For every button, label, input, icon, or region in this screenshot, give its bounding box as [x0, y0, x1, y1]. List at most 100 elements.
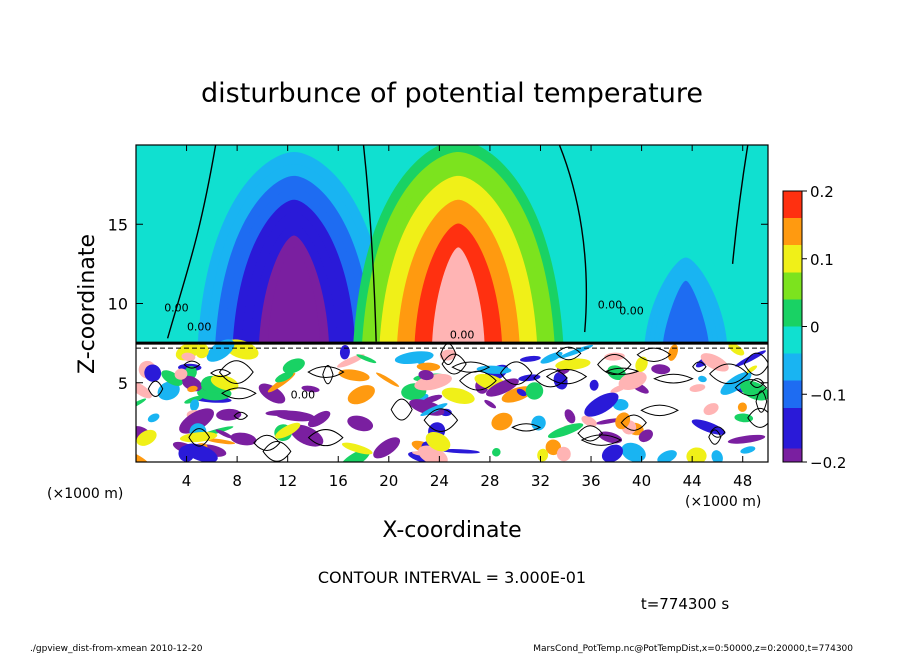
turbulent-contour: [545, 368, 588, 385]
turbulent-contour: [708, 429, 722, 445]
turbulent-contour: [747, 407, 768, 428]
turbulence-blob: [547, 423, 584, 439]
turbulence-blob: [338, 369, 370, 382]
turbulence-blob: [700, 353, 729, 372]
turbulence-blob: [501, 386, 533, 403]
turbulent-contour: [183, 360, 201, 369]
turbulent-contour: [709, 363, 749, 385]
turbulence-blob: [492, 448, 501, 457]
contour-label: 0.00: [164, 301, 189, 314]
colorbar-tick-label: −0.1: [810, 386, 846, 404]
turbulence-blob: [604, 352, 625, 361]
turbulence-blob: [686, 447, 707, 462]
zero-contour: [166, 145, 217, 339]
x-unit-right: (×1000 m): [685, 494, 761, 510]
zero-contour: [362, 145, 377, 342]
turbulence-blob: [356, 354, 377, 364]
turbulence-blob: [425, 431, 451, 452]
anomaly-band: [432, 247, 485, 344]
turbulence-blob: [491, 412, 513, 431]
anomaly-band: [672, 292, 700, 344]
turbulence-blob: [183, 443, 218, 462]
x-tick-label: 12: [278, 472, 297, 490]
turbulence-blob: [441, 448, 480, 454]
turbulence-blob: [610, 384, 627, 393]
colorbar-body: [782, 190, 803, 463]
turbulent-contour: [692, 361, 707, 373]
y-tick-label: 10: [108, 295, 128, 314]
turbulence-blob: [230, 432, 257, 446]
turbulence-blob: [689, 384, 706, 392]
colorbar-tick-label: 0.1: [810, 251, 834, 269]
contour-label: 0.00: [291, 389, 316, 402]
turbulence-blob: [519, 355, 541, 362]
x-tick-label: 8: [232, 472, 242, 490]
turbulence-blob: [275, 371, 294, 383]
turbulent-contour: [390, 398, 413, 421]
turbulence-blob: [161, 370, 183, 386]
turbulent-contour: [653, 373, 694, 384]
colorbar-tick-label: 0: [810, 319, 820, 337]
turbulence-blob: [275, 410, 316, 422]
turbulence-blob: [564, 409, 576, 424]
turbulence-blob: [174, 368, 188, 380]
turbulence-blob: [635, 356, 648, 372]
x-tick-label: 16: [329, 472, 348, 490]
turbulence-blob: [581, 415, 597, 427]
turbulence-blob: [703, 403, 719, 416]
turbulent-contour: [147, 380, 164, 397]
turbulence-blob: [340, 449, 371, 462]
colorbar-ticks: 0.2 0.1 0 −0.1 −0.2: [802, 183, 846, 472]
turbulence-blob: [439, 349, 457, 361]
turbulence-blob: [657, 450, 677, 462]
turbulence-blob: [307, 410, 331, 428]
turbulence-blob: [740, 446, 756, 454]
turbulence-blob: [735, 350, 766, 367]
turbulent-contour: [221, 387, 257, 400]
turbulence-blob: [136, 451, 151, 462]
zero-contour: [731, 145, 749, 264]
x-tick-label: 20: [379, 472, 398, 490]
x-tick-label: 36: [581, 472, 600, 490]
colorbar: 0.2 0.1 0 −0.1 −0.2: [782, 183, 846, 472]
turbulence-blob: [711, 450, 723, 462]
turbulence-blob: [556, 446, 571, 462]
turbulence-blob: [189, 399, 200, 411]
turbulence-blob: [584, 392, 619, 417]
turbulence-blob: [589, 379, 599, 391]
turbulence-blob: [545, 439, 562, 456]
turbulence-blob: [420, 403, 448, 417]
turbulence-blob: [612, 398, 629, 411]
chart-title: disturbunce of potential temperature: [201, 78, 703, 109]
turbulence-blob: [698, 375, 707, 383]
contour-label: 0.00: [187, 320, 212, 333]
turbulent-contour: [262, 441, 292, 462]
turbulence-blob: [601, 444, 623, 462]
y-tick-label: 5: [118, 374, 128, 393]
turbulent-contour: [322, 365, 334, 385]
turbulence-blob: [651, 364, 671, 375]
turbulence-blob: [394, 351, 434, 365]
y-tick-label: 15: [108, 215, 128, 234]
x-axis-label: X-coordinate: [382, 518, 521, 543]
turbulence-blob: [347, 385, 375, 405]
turbulence-blob: [537, 448, 549, 462]
y-axis-label: Z-coordinate: [75, 234, 100, 374]
turbulence-blob: [301, 385, 320, 393]
turbulence-blob: [181, 352, 196, 362]
turbulent-contour: [734, 379, 768, 397]
turbulent-contour: [423, 408, 459, 432]
turbulence-blob: [484, 399, 497, 409]
turbulence-blob: [290, 424, 324, 447]
turbulent-contour: [533, 368, 568, 388]
colorbar-tick-label: 0.2: [810, 183, 834, 201]
heatmap-field: 0.000.000.000.000.000.00: [136, 145, 768, 462]
turbulence-blob: [375, 372, 400, 387]
turbulent-contour: [218, 360, 254, 384]
turbulent-contour: [307, 429, 344, 447]
turbulence-blob: [638, 429, 653, 443]
turbulence-blob: [144, 364, 162, 382]
turbulent-contour: [710, 426, 726, 438]
turbulence-blob: [179, 408, 215, 434]
turbulence-blob: [525, 382, 544, 400]
